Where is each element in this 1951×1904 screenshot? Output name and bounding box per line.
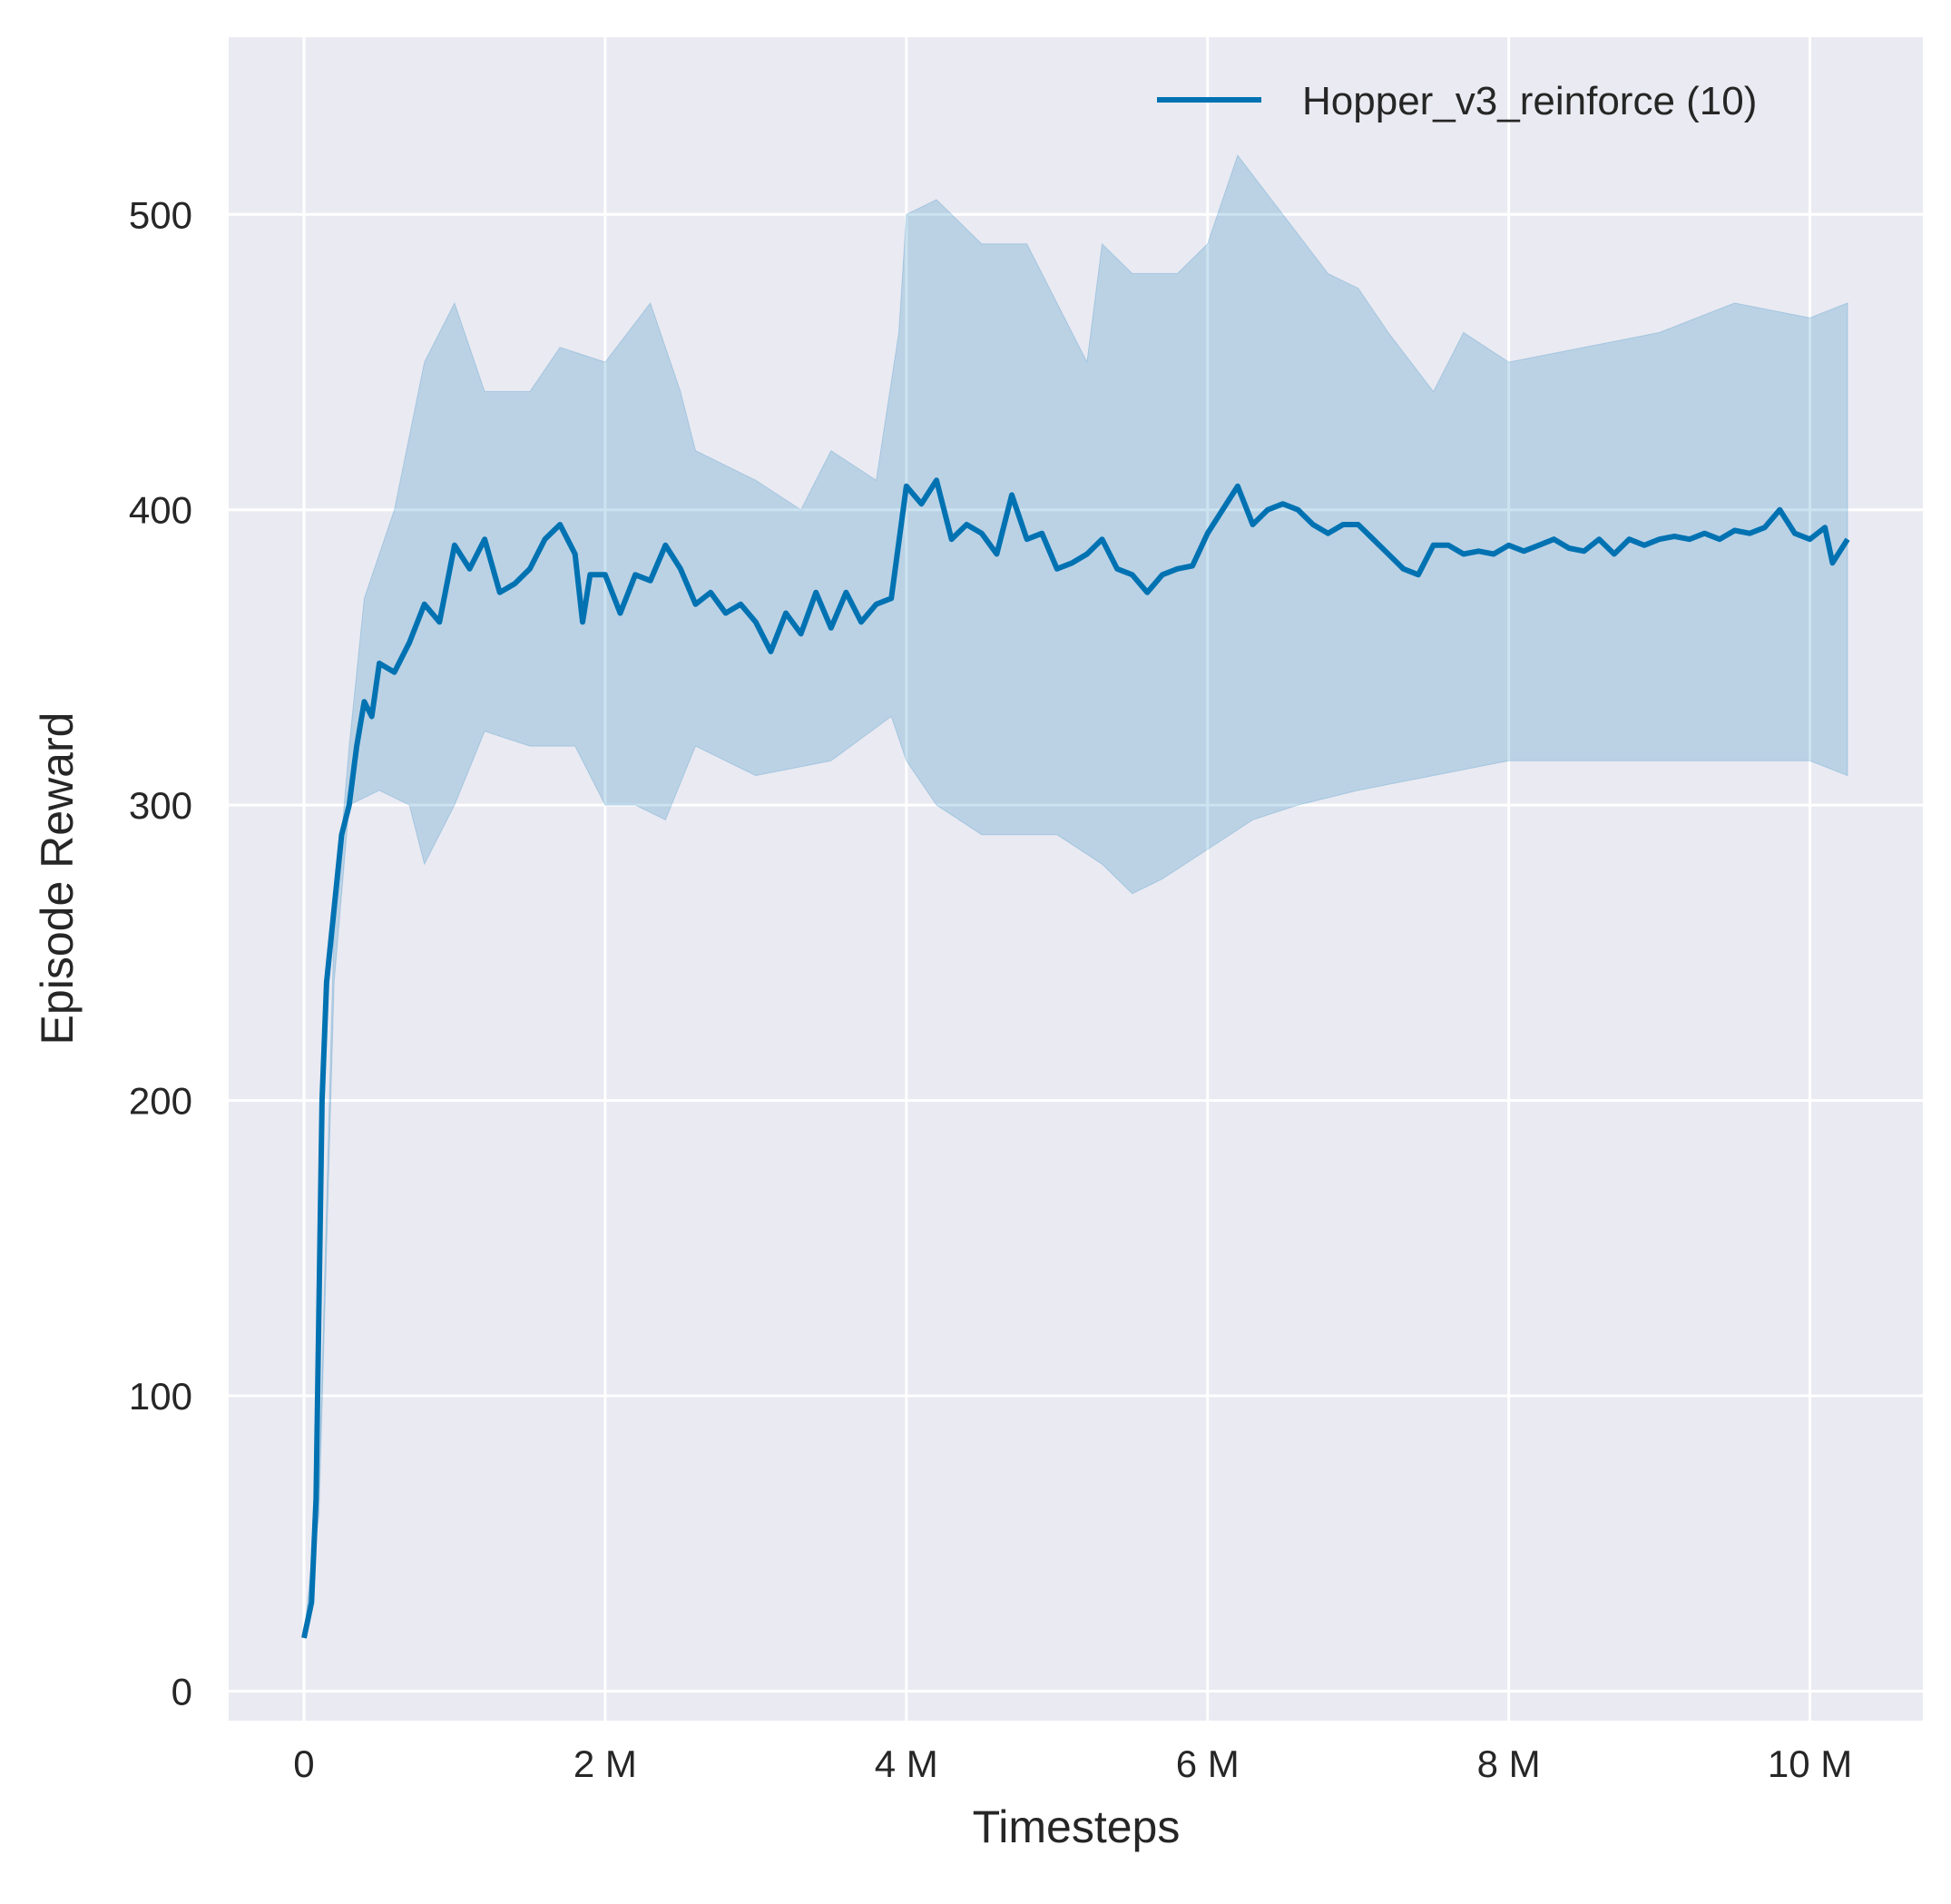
plot-background	[229, 37, 1923, 1721]
x-tick-label: 6 M	[1176, 1742, 1240, 1785]
y-tick-label: 500	[129, 193, 192, 236]
y-tick-label: 400	[129, 489, 192, 532]
legend: Hopper_v3_reinforce (10)	[1157, 79, 1757, 123]
x-tick-label: 4 M	[875, 1742, 938, 1785]
y-tick-label: 0	[172, 1670, 192, 1713]
y-tick-label: 100	[129, 1375, 192, 1418]
x-tick-label: 2 M	[574, 1742, 637, 1785]
y-tick-labels: 0 100 200 300 400 500	[129, 193, 192, 1713]
x-axis-label: Timesteps	[973, 1801, 1181, 1852]
y-tick-label: 300	[129, 784, 192, 827]
x-tick-labels: 0 2 M 4 M 6 M 8 M 10 M	[293, 1742, 1852, 1785]
mean-line	[301, 477, 1850, 1639]
y-axis-label: Episode Reward	[32, 712, 83, 1045]
grid	[229, 37, 1923, 1721]
y-tick-label: 200	[129, 1080, 192, 1123]
legend-label: Hopper_v3_reinforce (10)	[1302, 79, 1757, 123]
confidence-band	[303, 154, 1848, 1638]
x-tick-label: 8 M	[1477, 1742, 1541, 1785]
x-tick-label: 0	[293, 1742, 314, 1785]
x-tick-label: 10 M	[1768, 1742, 1852, 1785]
